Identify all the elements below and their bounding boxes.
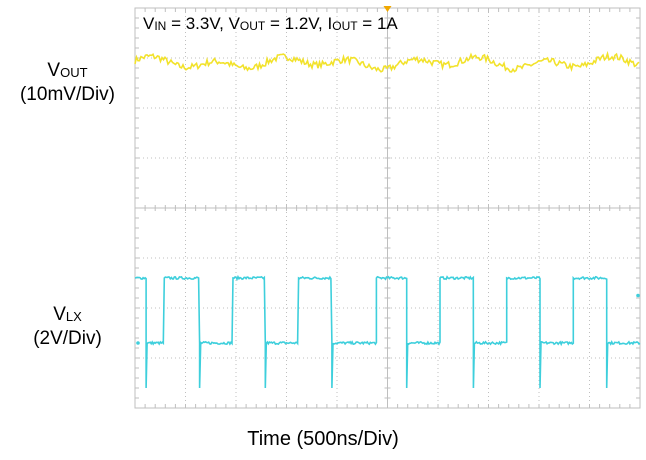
vout-scale-label: (10mV/Div) xyxy=(19,84,115,105)
vlx-channel-label: VLX (2V/Div) xyxy=(0,304,135,350)
title-vin: VIN = 3.3V, xyxy=(143,14,229,33)
vlx-scale-label: (2V/Div) xyxy=(33,328,102,349)
vout-trace xyxy=(134,50,640,73)
vout-channel-label: VOUT (10mV/Div) xyxy=(0,60,135,106)
chart-title: VIN = 3.3V, VOUT = 1.2V, IOUT = 1A xyxy=(143,14,398,36)
vlx-left-dot xyxy=(136,341,140,345)
vlx-trace xyxy=(134,274,641,389)
trigger-marker xyxy=(383,6,392,12)
title-vout: VOUT = 1.2V, xyxy=(228,14,328,33)
vlx-marker-dot xyxy=(636,293,640,298)
title-iout: IOUT = 1A xyxy=(327,14,398,33)
x-axis-label: Time (500ns/Div) xyxy=(247,428,399,450)
